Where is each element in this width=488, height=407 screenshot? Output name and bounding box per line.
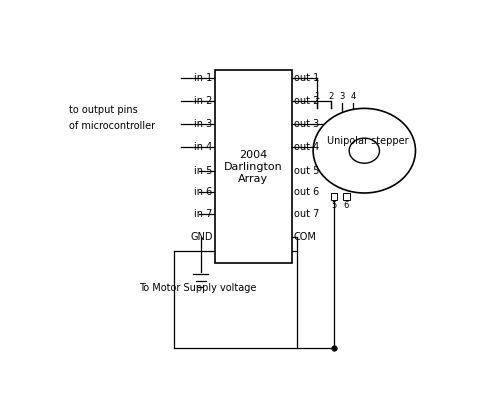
- Text: Array: Array: [238, 173, 268, 184]
- Text: out 7: out 7: [293, 209, 319, 219]
- Text: out 4: out 4: [293, 142, 319, 152]
- Text: out 6: out 6: [293, 187, 319, 197]
- Text: to output pins: to output pins: [69, 105, 137, 116]
- Text: 1: 1: [314, 92, 319, 101]
- Text: Unipolar stepper: Unipolar stepper: [326, 136, 408, 146]
- Text: out 5: out 5: [293, 166, 319, 175]
- Text: in 1: in 1: [194, 73, 212, 83]
- Bar: [214, 70, 291, 263]
- Text: GND: GND: [190, 232, 212, 242]
- Text: 2: 2: [327, 92, 333, 101]
- Text: in 6: in 6: [194, 187, 212, 197]
- Text: out 1: out 1: [293, 73, 319, 83]
- Text: COM: COM: [293, 232, 316, 242]
- Text: in 4: in 4: [194, 142, 212, 152]
- Circle shape: [312, 108, 415, 193]
- Bar: [330, 193, 337, 200]
- Circle shape: [348, 138, 379, 163]
- Text: out 2: out 2: [293, 96, 319, 106]
- Text: 3: 3: [338, 92, 344, 101]
- Text: 6: 6: [343, 201, 348, 210]
- Text: in 2: in 2: [194, 96, 212, 106]
- Text: in 7: in 7: [194, 209, 212, 219]
- Text: To Motor Supply voltage: To Motor Supply voltage: [138, 282, 256, 293]
- Text: 2004: 2004: [239, 150, 267, 160]
- Bar: [342, 193, 349, 200]
- Text: 5: 5: [331, 201, 336, 210]
- Text: of microcontroller: of microcontroller: [69, 121, 155, 131]
- Text: in 5: in 5: [194, 166, 212, 175]
- Text: in 3: in 3: [194, 119, 212, 129]
- Text: 4: 4: [350, 92, 355, 101]
- Text: Darlington: Darlington: [224, 162, 282, 172]
- Text: out 3: out 3: [293, 119, 319, 129]
